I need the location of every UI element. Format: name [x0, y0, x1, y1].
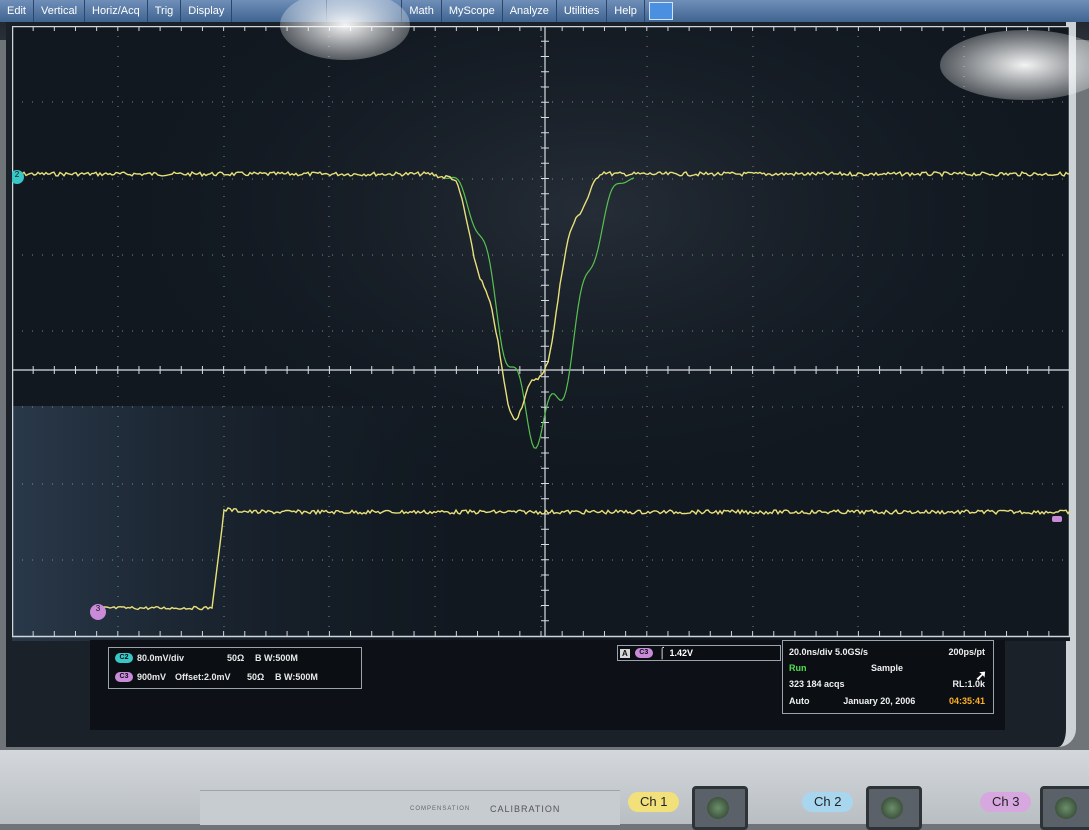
ch1-connector	[692, 786, 748, 830]
calibration-panel	[200, 790, 620, 825]
compensation-label: COMPENSATION	[410, 806, 471, 812]
trigger-level: 1.42V	[669, 648, 693, 658]
channel-3-scale: 900mV	[137, 671, 167, 682]
channel-3-trace	[91, 507, 1070, 611]
ch3-button[interactable]: Ch 3	[980, 792, 1032, 812]
menu-utilities[interactable]: Utilities	[557, 0, 608, 22]
graticule-svg	[12, 26, 1070, 641]
channel-2-badge: C2	[115, 652, 133, 663]
date: January 20, 2006	[843, 696, 916, 706]
channel-2-bandwidth: B W:500M	[255, 652, 298, 663]
record-length: RL:1.0k	[952, 679, 985, 689]
channel-3-ground-marker[interactable]: 3	[90, 604, 106, 620]
menu-edit[interactable]: Edit	[0, 0, 34, 22]
horizontal-resolution: 200ps/pt	[948, 647, 985, 657]
trigger-readout[interactable]: A C3 ⌠ 1.42V	[617, 645, 781, 661]
menu-analyze[interactable]: Analyze	[503, 0, 557, 22]
calibration-label: CALIBRATION	[490, 804, 561, 814]
rising-edge-icon: ⌠	[658, 647, 666, 659]
mouse-pointer-icon: ➚	[975, 667, 987, 683]
menu-vertical[interactable]: Vertical	[34, 0, 86, 22]
trigger-mode: Auto	[789, 696, 810, 706]
horizontal-acq-readout[interactable]: 20.0ns/div 5.0GS/s 200ps/pt Run Sample 3…	[782, 640, 994, 714]
trigger-channel-badge: C3	[634, 648, 653, 658]
horizontal-scale: 20.0ns/div 5.0GS/s	[789, 647, 869, 657]
channel-2-scale: 80.0mV/div	[137, 652, 185, 663]
ch2-button[interactable]: Ch 2	[802, 792, 854, 812]
channel-2-impedance: 50Ω	[227, 652, 245, 663]
channel-3-impedance: 50Ω	[247, 671, 265, 682]
menu-help[interactable]: Help	[607, 0, 645, 22]
help-arrow-button[interactable]	[648, 2, 673, 20]
menu-display[interactable]: Display	[181, 0, 233, 22]
waveform-display[interactable]: 2 3	[12, 26, 1070, 641]
ch1-button[interactable]: Ch 1	[628, 792, 680, 812]
run-state: Run	[789, 663, 807, 673]
trigger-source-tag: A	[620, 648, 630, 658]
menu-math[interactable]: Math	[402, 0, 442, 22]
channel-3-bandwidth: B W:500M	[275, 671, 318, 682]
menu-trig[interactable]: Trig	[148, 0, 182, 22]
menu-myscope[interactable]: MyScope	[442, 0, 503, 22]
channel-3-offset: Offset:2.0mV	[175, 671, 231, 682]
channel-3-readout[interactable]: C3 900mV Offset:2.0mV 50Ω B W:500M	[109, 667, 361, 686]
channel-3-badge: C3	[115, 671, 133, 682]
menu-horiz-acq[interactable]: Horiz/Acq	[85, 0, 148, 22]
time: 04:35:41	[948, 696, 985, 706]
menu-bar: Edit Vertical Horiz/Acq Trig Display Mat…	[0, 0, 1089, 22]
acquisition-mode: Sample	[870, 663, 903, 673]
channel-readout-box[interactable]: C2 80.0mV/div 50Ω B W:500M C3 900mV Offs…	[108, 647, 362, 689]
channel-2-secondary-trace	[443, 176, 635, 449]
ch2-connector	[866, 786, 922, 830]
acquisition-count: 323 184 acqs	[789, 679, 845, 689]
ch3-connector	[1040, 786, 1089, 830]
channel-2-trace	[12, 170, 1070, 421]
glare-reflection-2	[940, 30, 1089, 100]
channel-2-ground-marker[interactable]: 2	[12, 170, 24, 184]
channel-2-readout[interactable]: C2 80.0mV/div 50Ω B W:500M	[109, 648, 361, 667]
trigger-level-marker[interactable]	[1052, 516, 1062, 522]
glare-reflection	[280, 0, 410, 60]
